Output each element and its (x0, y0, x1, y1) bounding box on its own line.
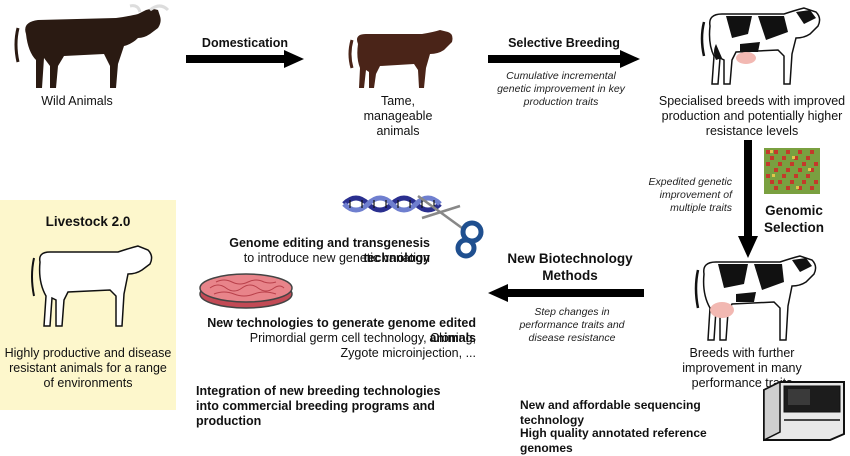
holstein-cow-icon (694, 255, 817, 341)
genome-editing-title: Genome editing and transgenesis technolo… (229, 236, 430, 265)
holstein-cow-icon (700, 7, 821, 85)
livestock-description: Highly productive and disease resistant … (4, 346, 172, 390)
selective-breeding-arrow (488, 50, 640, 68)
wild-animals-label: Wild Animals (41, 94, 113, 108)
genomic-note: Expedited genetic improvement of multipl… (648, 176, 732, 214)
specialised-breeds-label: Specialised breeds with improved product… (658, 94, 846, 138)
further-improvement-label: Breeds with further improvement in many … (682, 346, 802, 390)
new-biotech-label: New Biotechnology Methods (507, 251, 633, 283)
wild-cattle-icon (14, 4, 170, 88)
new-biotech-arrow (488, 284, 644, 302)
genome-editing-sub: to introduce new genetic variation (243, 251, 430, 265)
livestock-title: Livestock 2.0 (45, 214, 131, 229)
snp-chip-icon (764, 148, 820, 194)
domestication-label: Domestication (201, 36, 289, 50)
tame-animals-label: Tame, manageable animals (363, 94, 433, 138)
cow-outline-icon (31, 245, 153, 327)
domestication-arrow (186, 50, 304, 68)
sequencing-technology-label: New and affordable sequencing technology (520, 398, 701, 427)
genomic-selection-label: Genomic Selection (763, 203, 825, 235)
integration-label: Integration of new breeding technologies… (196, 384, 441, 428)
selective-breeding-note: Cumulative incremental genetic improveme… (497, 70, 625, 108)
new-tech-sub-1: Primordial germ cell technology, Cloning… (249, 331, 476, 345)
reference-genomes-label: High quality annotated reference genomes (520, 426, 707, 455)
selective-breeding-label: Selective Breeding (508, 36, 620, 50)
petri-dish-icon (199, 273, 293, 309)
livestock-panel (0, 200, 176, 410)
genomic-selection-arrow (738, 140, 758, 258)
new-tech-title: New technologies to generate genome edit… (207, 316, 476, 345)
new-tech-sub-2: Zygote microinjection, ... (340, 346, 476, 360)
biotech-note: Step changes in performance traits and d… (519, 306, 625, 344)
tame-cattle-icon (348, 30, 453, 88)
dna-scissors-icon (342, 194, 484, 259)
sequencer-icon (763, 380, 845, 442)
